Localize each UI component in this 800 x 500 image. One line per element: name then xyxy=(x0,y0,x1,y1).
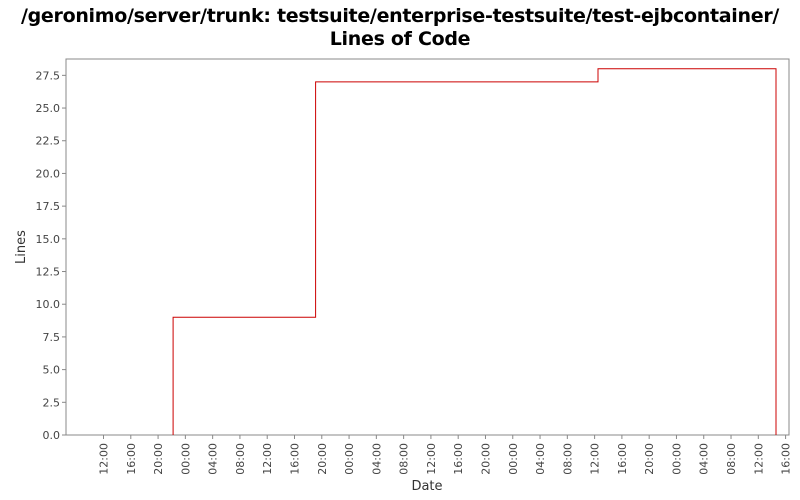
y-tick-label: 7.5 xyxy=(43,331,61,344)
x-tick-label: 00:00 xyxy=(670,443,683,475)
x-tick-label: 08:00 xyxy=(725,443,738,475)
x-tick-label: 20:00 xyxy=(152,443,165,475)
x-tick-label: 04:00 xyxy=(698,443,711,475)
x-axis: 12:00 16:00 20:00 00:00 04:00 08:00 12:00 16:00… xyxy=(98,435,793,475)
y-tick-label: 22.5 xyxy=(36,135,61,148)
y-tick-label: 5.0 xyxy=(43,364,61,377)
x-tick-label: 16:00 xyxy=(452,443,465,475)
y-tick-label: 15.0 xyxy=(36,233,61,246)
x-tick-label: 00:00 xyxy=(507,443,520,475)
x-tick-label: 12:00 xyxy=(425,443,438,475)
x-tick-label: 20:00 xyxy=(479,443,492,475)
x-tick-label: 08:00 xyxy=(234,443,247,475)
x-tick-label: 12:00 xyxy=(98,443,111,475)
x-tick-label: 04:00 xyxy=(207,443,220,475)
y-tick-label: 25.0 xyxy=(36,102,61,115)
x-tick-label: 08:00 xyxy=(398,443,411,475)
series-line xyxy=(172,68,777,435)
series-group xyxy=(172,68,777,435)
x-tick-label: 20:00 xyxy=(643,443,656,475)
y-axis-label: Lines xyxy=(14,230,29,264)
x-tick-label: 04:00 xyxy=(534,443,547,475)
y-tick-label: 27.5 xyxy=(36,69,61,82)
x-tick-label: 16:00 xyxy=(616,443,629,475)
chart-title-line-1: /geronimo/server/trunk: testsuite/enterp… xyxy=(20,5,780,27)
y-tick-label: 17.5 xyxy=(36,200,61,213)
x-tick-label: 16:00 xyxy=(125,443,138,475)
x-tick-label: 16:00 xyxy=(288,443,301,475)
y-tick-label: 10.0 xyxy=(36,298,61,311)
y-tick-label: 20.0 xyxy=(36,167,61,180)
y-axis: 0.0 2.5 5.0 7.5 10.0 12.5 15.0 17.5 20.0 22.5 25.0… xyxy=(36,69,66,442)
x-tick-label: 16:00 xyxy=(780,443,793,475)
x-tick-label: 12:00 xyxy=(752,443,765,475)
chart-title-line-2: Lines of Code xyxy=(329,28,471,50)
x-axis-label: Date xyxy=(411,479,442,494)
x-tick-label: 08:00 xyxy=(561,443,574,475)
x-tick-label: 12:00 xyxy=(589,443,602,475)
x-tick-label: 12:00 xyxy=(261,443,274,475)
x-tick-label: 00:00 xyxy=(179,443,192,475)
x-tick-label: 00:00 xyxy=(343,443,356,475)
x-tick-label: 04:00 xyxy=(370,443,383,475)
y-tick-label: 0.0 xyxy=(43,429,61,442)
x-tick-label: 20:00 xyxy=(316,443,329,475)
plot-area xyxy=(65,58,790,436)
y-tick-label: 2.5 xyxy=(43,396,61,409)
y-tick-label: 12.5 xyxy=(36,266,61,279)
